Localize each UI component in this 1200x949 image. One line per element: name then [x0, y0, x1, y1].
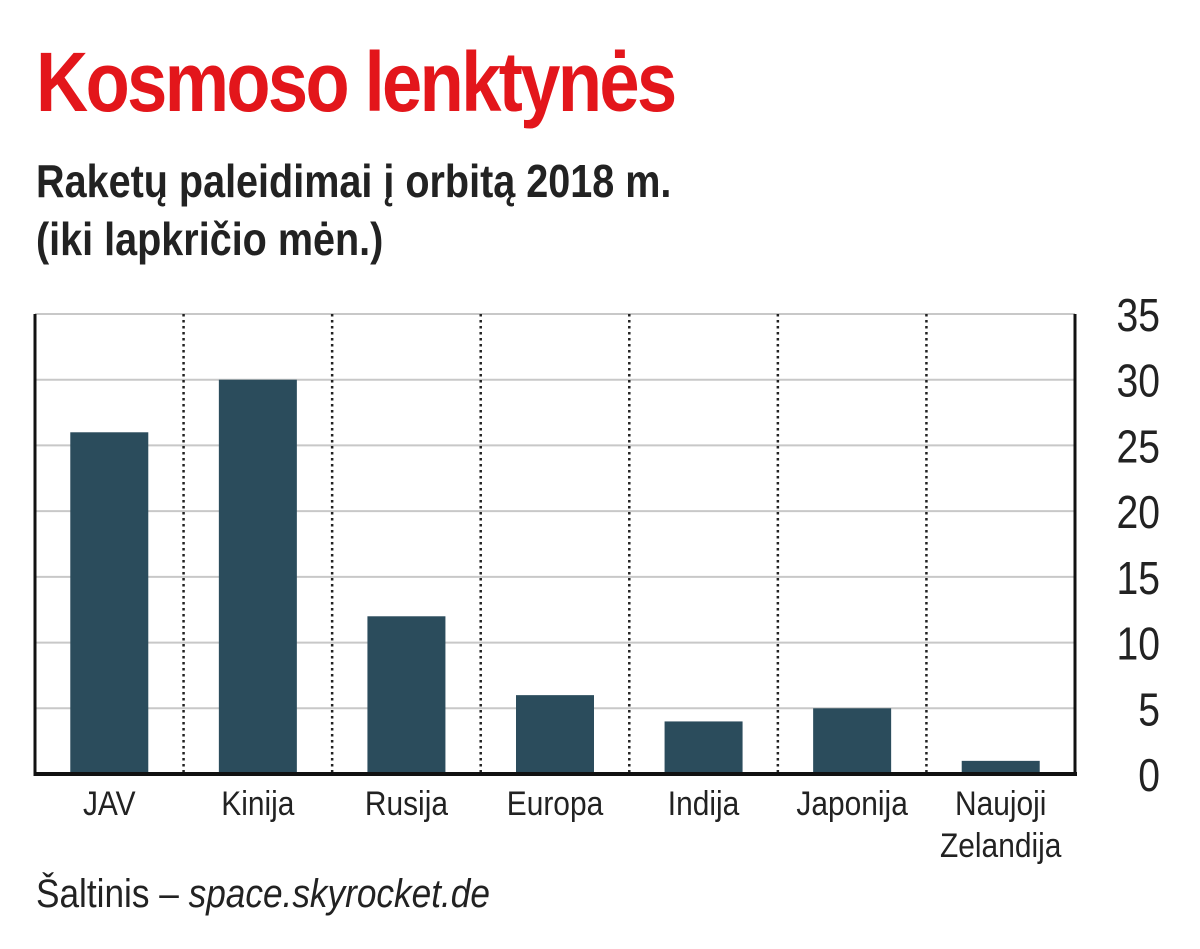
x-tick-label: JAV [83, 784, 136, 822]
bar-jav [70, 432, 149, 774]
bar-naujoji-zelandija [961, 760, 1040, 774]
source-label: Šaltinis – [36, 872, 189, 916]
x-tick-label: Europa [507, 784, 604, 822]
y-tick-label: 25 [1117, 421, 1160, 473]
y-tick-label: 15 [1117, 553, 1160, 605]
x-tick-label: Naujoji [955, 784, 1046, 822]
chart-title: Kosmoso lenktynės [36, 35, 677, 129]
bar-japonija [813, 708, 892, 774]
y-tick-label: 0 [1138, 750, 1160, 802]
x-tick-label: Zelandija [940, 826, 1062, 864]
y-tick-label: 10 [1117, 619, 1160, 671]
x-tick-label: Rusija [365, 784, 448, 822]
y-tick-label: 20 [1117, 487, 1160, 539]
source-value: space.skyrocket.de [188, 872, 490, 916]
y-tick-label: 35 [1117, 290, 1160, 342]
bar-rusija [367, 616, 446, 774]
y-tick-label: 5 [1138, 684, 1160, 736]
y-tick-label: 30 [1117, 356, 1160, 408]
bar-europa [516, 695, 594, 774]
bar-kinija [218, 379, 297, 774]
x-tick-label: Indija [668, 784, 740, 822]
x-tick-label: Kinija [221, 784, 294, 822]
source-note: Šaltinis – space.skyrocket.de [36, 872, 490, 917]
bar-indija [664, 721, 743, 774]
x-tick-label: Japonija [796, 784, 908, 822]
chart-subtitle-line1: Raketų paleidimai į orbitą 2018 m. [36, 155, 672, 207]
chart-subtitle-line2: (iki lapkričio mėn.) [36, 213, 384, 265]
